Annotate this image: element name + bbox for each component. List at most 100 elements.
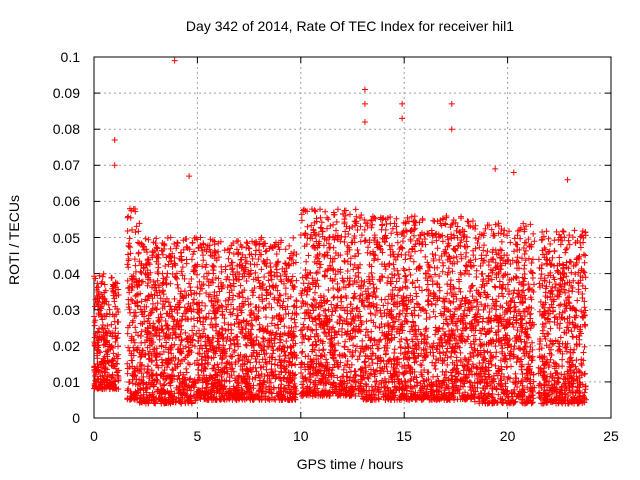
data-point	[124, 251, 131, 258]
data-point	[247, 331, 254, 338]
data-point	[210, 343, 217, 350]
data-point	[174, 239, 181, 246]
data-point	[138, 370, 145, 377]
data-point	[212, 298, 219, 305]
data-point	[239, 326, 246, 333]
data-point	[285, 262, 292, 269]
data-point	[325, 240, 332, 247]
data-point	[174, 281, 181, 288]
data-point	[231, 321, 238, 328]
data-point	[234, 293, 241, 300]
data-point	[238, 395, 245, 402]
data-point	[333, 227, 340, 234]
data-point	[150, 278, 157, 285]
data-point	[356, 353, 363, 360]
data-point	[181, 391, 188, 398]
data-point	[99, 313, 106, 320]
data-point	[108, 374, 115, 381]
data-point	[222, 266, 229, 273]
data-point	[227, 341, 234, 348]
data-point	[143, 303, 150, 310]
data-point	[319, 338, 326, 345]
data-point	[135, 332, 142, 339]
data-point	[210, 270, 217, 277]
data-point	[150, 249, 157, 256]
data-point	[292, 323, 299, 330]
data-point	[124, 360, 131, 367]
data-point	[521, 251, 528, 258]
data-point	[243, 277, 250, 284]
data-point	[227, 352, 234, 359]
data-point	[167, 303, 174, 310]
data-point	[184, 306, 191, 313]
data-point	[280, 374, 287, 381]
data-point	[263, 262, 270, 269]
data-point	[239, 361, 246, 368]
data-point	[406, 266, 413, 273]
data-point	[357, 223, 364, 230]
data-point	[357, 349, 364, 356]
data-point	[210, 335, 217, 342]
data-point	[256, 359, 263, 366]
data-point	[138, 240, 145, 247]
data-point	[391, 350, 398, 357]
data-point	[185, 397, 192, 404]
data-point	[228, 366, 235, 373]
data-point	[357, 380, 364, 387]
data-point	[395, 271, 402, 278]
data-point	[202, 360, 209, 367]
data-point	[347, 385, 354, 392]
data-point	[100, 375, 107, 382]
data-point	[352, 272, 359, 279]
data-point	[303, 291, 310, 298]
data-point	[194, 261, 201, 268]
data-point	[331, 211, 338, 218]
data-point	[235, 323, 242, 330]
data-point	[326, 349, 333, 356]
data-point	[230, 305, 237, 312]
data-point	[448, 372, 455, 379]
data-point	[222, 364, 229, 371]
data-point	[124, 370, 131, 377]
data-point	[159, 288, 166, 295]
data-point	[172, 355, 179, 362]
data-point	[324, 359, 331, 366]
data-point	[171, 316, 178, 323]
data-point	[153, 395, 160, 402]
data-point	[340, 211, 347, 218]
data-point	[218, 373, 225, 380]
data-point	[111, 298, 118, 305]
data-point	[322, 208, 329, 215]
data-point	[297, 361, 304, 368]
data-point	[230, 383, 237, 390]
data-point	[351, 233, 358, 240]
data-point	[343, 384, 350, 391]
data-point	[201, 390, 208, 397]
data-point	[172, 331, 179, 338]
data-point	[206, 242, 213, 249]
data-point	[396, 311, 403, 318]
data-point	[279, 265, 286, 272]
data-point	[187, 393, 194, 400]
data-point	[319, 393, 326, 400]
data-point	[233, 246, 240, 253]
data-point	[317, 379, 324, 386]
data-point	[299, 298, 306, 305]
data-point	[91, 313, 98, 320]
data-point	[93, 299, 100, 306]
data-point	[281, 268, 288, 275]
data-point	[306, 269, 313, 276]
data-point	[293, 277, 300, 284]
data-point	[159, 281, 166, 288]
data-point	[210, 303, 217, 310]
data-point	[239, 366, 246, 373]
data-point	[407, 292, 414, 299]
data-point	[180, 246, 187, 253]
data-point	[181, 398, 188, 405]
data-point	[293, 297, 300, 304]
data-point	[309, 303, 316, 310]
data-point	[246, 271, 253, 278]
data-point	[256, 240, 263, 247]
data-point	[311, 229, 318, 236]
data-point	[183, 336, 190, 343]
